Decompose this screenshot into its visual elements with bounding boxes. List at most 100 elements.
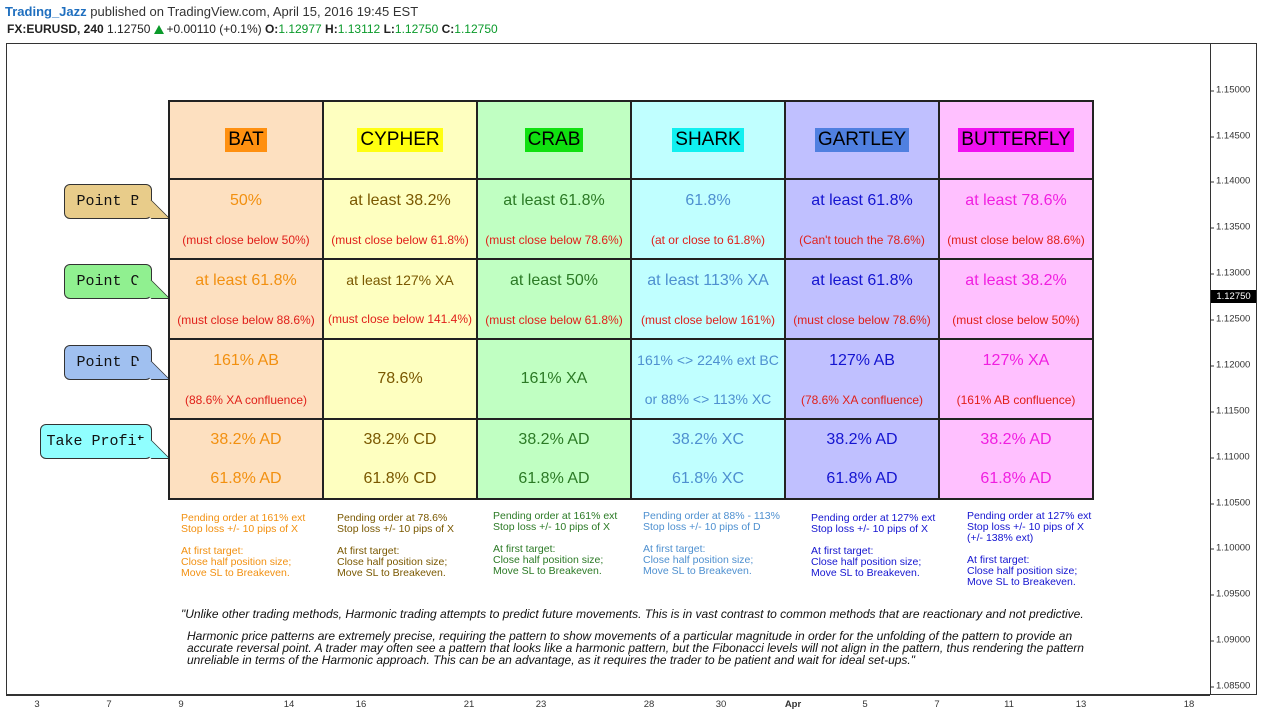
cypher-point-c-note: (must close below 141.4%) — [327, 312, 473, 326]
crab-tp2: 61.8% AD — [518, 469, 590, 487]
bat-point-b: 50% — [229, 191, 263, 209]
bat-tp1: 38.2% AD — [210, 430, 282, 448]
bat-notes: Pending order at 161% ext Stop loss +/- 1… — [181, 513, 331, 590]
crab-point-d: 161% XA — [520, 370, 588, 387]
low-label: L: — [383, 22, 395, 36]
cypher-move: Move SL to Breakeven. — [337, 567, 446, 579]
bat-point-d: 161% AB — [213, 351, 279, 369]
quote-text: "Unlike other trading methods, Harmonic … — [181, 607, 1084, 621]
bat-point-d-note: (88.6% XA confluence) — [184, 392, 308, 407]
gartley-point-b: at least 61.8% — [811, 191, 913, 209]
pattern-name-bat: BAT — [225, 128, 267, 152]
pattern-name-cypher: CYPHER — [357, 128, 443, 152]
crab-point-c: at least 50% — [509, 271, 599, 289]
pattern-name-shark: SHARK — [672, 128, 744, 152]
time-tick-label: 16 — [355, 699, 367, 710]
gartley-point-c-note: (must close below 78.6%) — [793, 312, 931, 327]
crab-half: Close half position size; — [493, 554, 604, 566]
cypher-point-b-note: (must close below 61.8%) — [331, 232, 469, 247]
time-tick-label: 23 — [535, 699, 547, 710]
shark-point-d: 161% <> 224% ext BC — [637, 351, 779, 368]
time-tick-label: Apr — [784, 699, 802, 710]
cypher-notes: Pending order at 78.6% Stop loss +/- 10 p… — [337, 513, 487, 590]
shark-tp2: 61.8% XC — [671, 469, 745, 487]
up-arrow-icon — [154, 25, 165, 34]
shark-first: At first target: — [643, 543, 706, 555]
bat-move: Move SL to Breakeven. — [181, 567, 290, 579]
callout-point-b[interactable]: Point B — [64, 184, 152, 219]
gartley-point-b-note: (Can't touch the 78.6%) — [799, 232, 925, 247]
butterfly-stop: Stop loss +/- 10 pips of X (+/- 138% ext… — [967, 521, 1085, 544]
cypher-point-c: at least 127% XA — [346, 272, 454, 288]
price-tick-label: 1.14000 — [1209, 175, 1251, 187]
open-label: O: — [264, 22, 279, 36]
current-price-label: 1.12750 — [1211, 290, 1256, 303]
cypher-tp2: 61.8% CD — [363, 469, 437, 487]
pattern-names-row: BAT CYPHER CRAB SHARK GARTLEY BUTTERFLY — [168, 100, 1094, 180]
cypher-half: Close half position size; — [337, 556, 448, 568]
crab-stop: Stop loss +/- 10 pips of X — [493, 521, 611, 533]
gartley-point-c: at least 61.8% — [811, 271, 913, 289]
butterfly-move: Move SL to Breakeven. — [967, 576, 1076, 588]
shark-move: Move SL to Breakeven. — [643, 565, 752, 577]
harmonic-description: Harmonic price patterns are extremely pr… — [187, 629, 1084, 667]
time-tick-label: 14 — [283, 699, 295, 710]
crab-point-b: at least 61.8% — [503, 191, 605, 209]
price-tick-label: 1.09000 — [1209, 634, 1251, 646]
bat-point-c-note: (must close below 88.6%) — [177, 312, 315, 327]
point-c-row: at least 61.8% (must close below 88.6%) a… — [168, 258, 1094, 340]
gartley-point-d-note: (78.6% XA confluence) — [800, 392, 924, 407]
cypher-first: At first target: — [337, 545, 400, 557]
time-tick-label: 5 — [862, 699, 868, 710]
callout-take-profit[interactable]: Take Profit — [40, 424, 152, 459]
bat-tp2: 61.8% AD — [210, 469, 282, 487]
close-label: C: — [441, 22, 455, 36]
chart-area[interactable] — [6, 43, 1257, 695]
pattern-name-butterfly: BUTTERFLY — [958, 128, 1074, 152]
shark-point-b: 61.8% — [685, 191, 731, 209]
callout-point-c[interactable]: Point C — [64, 264, 152, 299]
cypher-pending: Pending order at 78.6% — [337, 512, 448, 524]
bat-first: At first target: — [181, 545, 244, 557]
pattern-name-crab: CRAB — [524, 128, 584, 152]
shark-notes: Pending order at 88% - 113% Stop loss +/-… — [643, 511, 793, 588]
gartley-half: Close half position size; — [811, 556, 922, 568]
shark-pending: Pending order at 88% - 113% — [643, 510, 780, 522]
time-tick-label: 11 — [1004, 699, 1014, 710]
callout-point-d[interactable]: Point D — [64, 345, 152, 380]
bat-pending: Pending order at 161% ext — [181, 512, 306, 524]
cell-cypher-name: CYPHER — [322, 100, 478, 180]
point-d-row: 161% AB (88.6% XA confluence) 78.6% 161% … — [168, 338, 1094, 420]
time-tick-label: 9 — [178, 699, 184, 710]
open-value: 1.12977 — [278, 22, 322, 36]
butterfly-half: Close half position size; — [967, 565, 1078, 577]
butterfly-point-c-note: (must close below 50%) — [952, 312, 1080, 327]
pattern-name-gartley: GARTLEY — [814, 128, 910, 152]
time-axis-line — [6, 695, 1210, 696]
price-tick-label: 1.08500 — [1209, 680, 1251, 692]
bat-point-c: at least 61.8% — [195, 271, 297, 289]
bat-stop: Stop loss +/- 10 pips of X — [181, 523, 299, 535]
price-tick-label: 1.15000 — [1209, 84, 1251, 96]
symbol-label[interactable]: FX:EURUSD, 240 — [7, 22, 104, 36]
butterfly-point-b-note: (must close below 88.6%) — [947, 232, 1085, 247]
cell-bat-name: BAT — [168, 100, 324, 180]
butterfly-tp2: 61.8% AD — [980, 469, 1052, 487]
author-link[interactable]: Trading_Jazz — [5, 4, 87, 19]
publish-header: Trading_Jazz published on TradingView.co… — [5, 4, 418, 19]
gartley-stop: Stop loss +/- 10 pips of X — [811, 523, 929, 535]
butterfly-point-d: 127% XA — [982, 351, 1050, 369]
butterfly-tp1: 38.2% AD — [980, 430, 1052, 448]
time-tick-label: 3 — [34, 699, 40, 710]
publish-info: published on TradingView.com, April 15, … — [90, 4, 419, 19]
crab-point-c-note: (must close below 61.8%) — [485, 312, 623, 327]
price-change: +0.00110 (+0.1%) — [166, 22, 262, 36]
crab-notes: Pending order at 161% ext Stop loss +/- 1… — [493, 511, 643, 588]
crab-first: At first target: — [493, 543, 556, 555]
close-value: 1.12750 — [454, 22, 498, 36]
shark-point-b-note: (at or close to 61.8%) — [650, 232, 766, 247]
price-tick-label: 1.10500 — [1209, 497, 1251, 509]
harmonic-patterns-table: BAT CYPHER CRAB SHARK GARTLEY BUTTERFLY … — [168, 100, 1094, 500]
crab-point-b-note: (must close below 78.6%) — [485, 232, 623, 247]
time-tick-label: 28 — [643, 699, 655, 710]
